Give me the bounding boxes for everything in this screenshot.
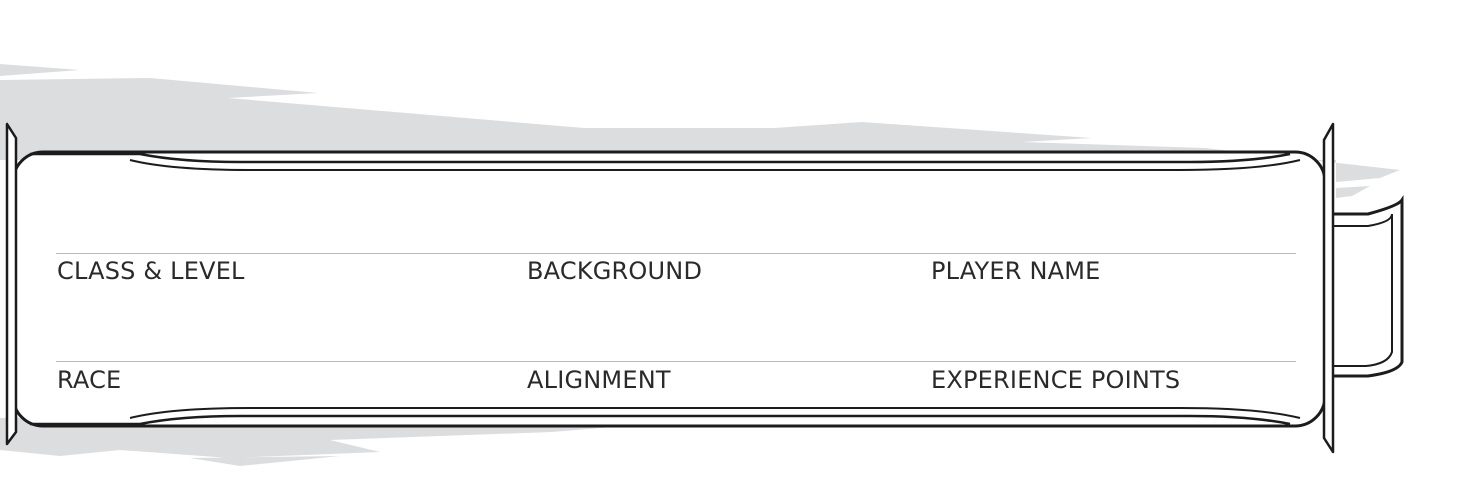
alignment-label: ALIGNMENT xyxy=(527,366,671,394)
scroll-tab-fold xyxy=(1334,213,1393,367)
scroll-tab xyxy=(1334,195,1404,378)
background-label: BACKGROUND xyxy=(527,257,703,285)
race-label: RACE xyxy=(57,366,122,394)
class-level-line xyxy=(56,253,1296,254)
end-cap-right xyxy=(1322,122,1335,454)
player-name-label: PLAYER NAME xyxy=(931,257,1101,285)
experience-points-input[interactable] xyxy=(930,312,1296,360)
ribbon-top-inner xyxy=(129,159,1301,171)
player-name-input[interactable] xyxy=(930,206,1296,252)
race-line xyxy=(56,361,1296,362)
ribbon-bottom-inner xyxy=(129,407,1301,419)
background-input[interactable] xyxy=(526,206,906,252)
ribbon-top xyxy=(30,152,1291,164)
alignment-input[interactable] xyxy=(526,312,906,360)
end-cap-left xyxy=(5,122,18,446)
ribbon-bottom xyxy=(30,414,1291,426)
class-level-label: CLASS & LEVEL xyxy=(57,257,245,285)
experience-points-label: EXPERIENCE POINTS xyxy=(931,366,1181,394)
class-level-input[interactable] xyxy=(56,206,496,252)
race-input[interactable] xyxy=(56,312,496,360)
